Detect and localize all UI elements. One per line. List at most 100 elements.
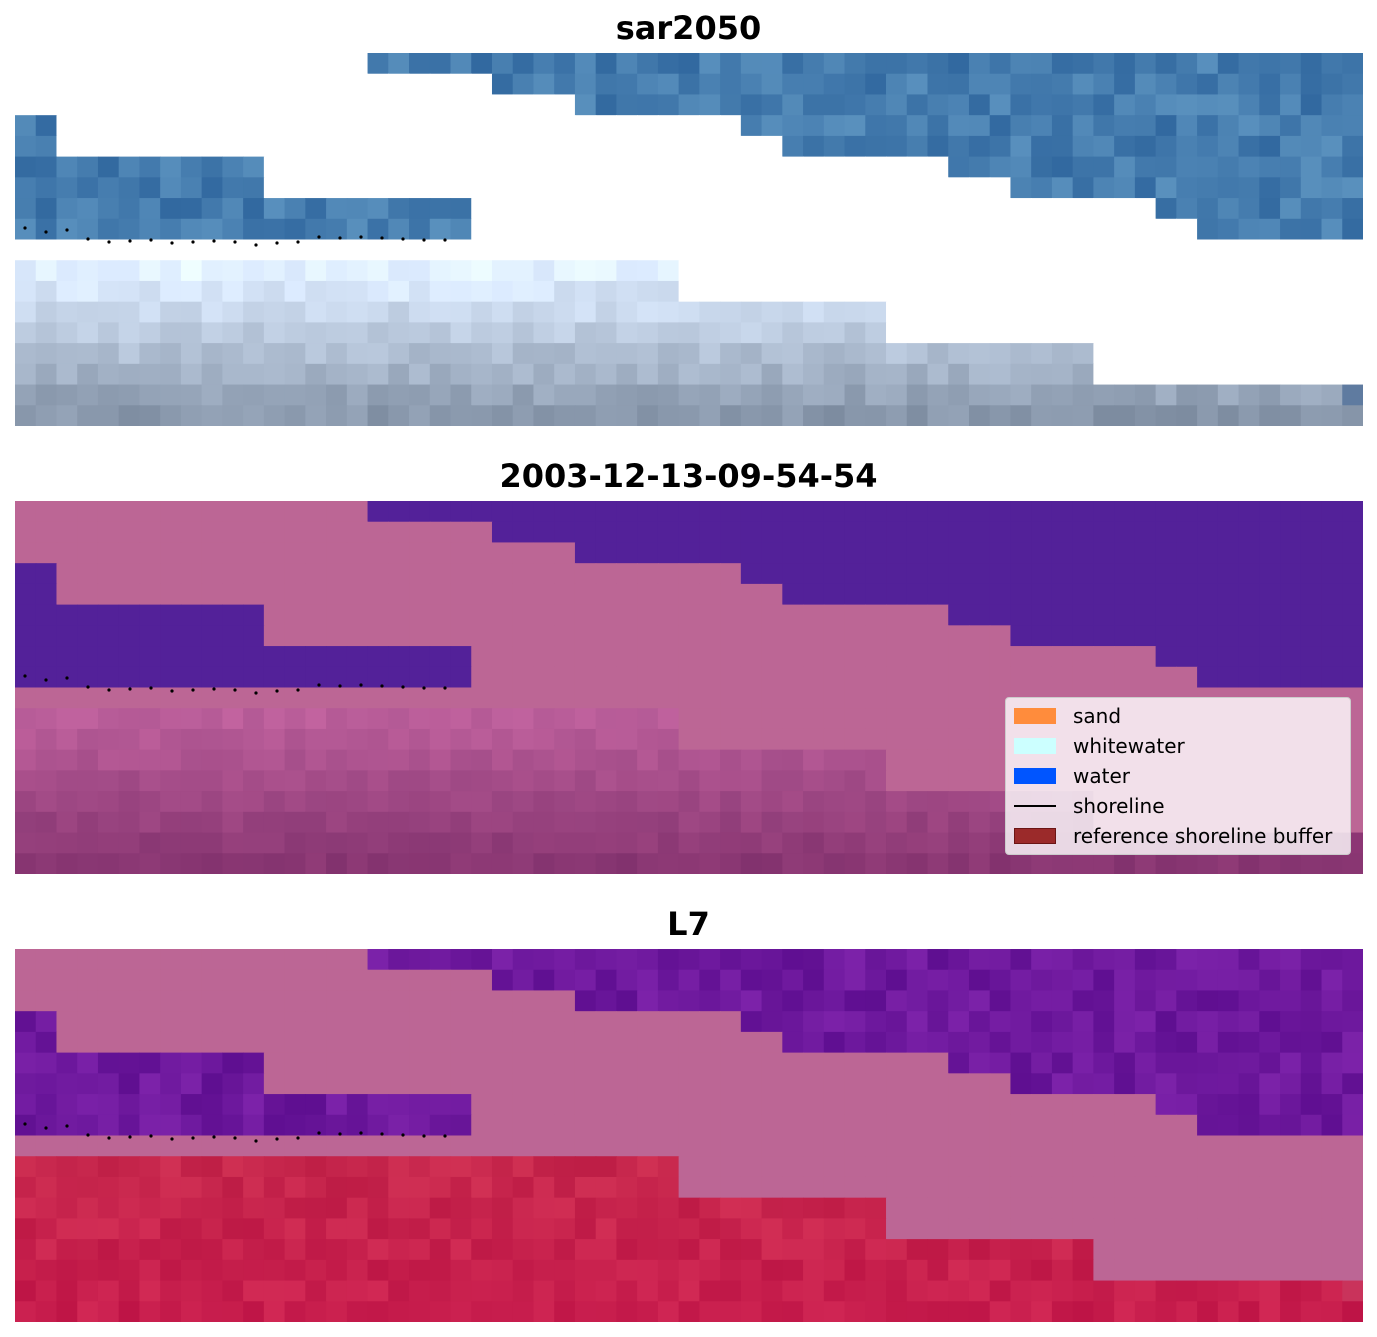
raster-cell [1051, 239, 1074, 261]
raster-cell [367, 1218, 389, 1240]
raster-cell [263, 1114, 286, 1137]
raster-cell [1238, 405, 1260, 426]
raster-cell [1072, 363, 1094, 386]
raster-cell [865, 666, 887, 689]
raster-cell [222, 1218, 244, 1240]
raster-cell [595, 1156, 618, 1178]
raster-cell [533, 1280, 555, 1302]
raster-cell [948, 363, 970, 386]
raster-cell [616, 198, 638, 220]
raster-cell [1176, 94, 1198, 116]
raster-cell [782, 156, 804, 178]
raster-cell [512, 239, 535, 261]
raster-cell [657, 280, 680, 303]
raster-cell [782, 1301, 804, 1322]
raster-cell [35, 1176, 58, 1199]
raster-cell [471, 1031, 493, 1054]
raster-cell [367, 156, 389, 178]
raster-cell [160, 832, 182, 854]
raster-cell [201, 1259, 223, 1282]
shoreline-point [317, 683, 321, 687]
raster-cell [1342, 218, 1363, 241]
raster-cell [160, 260, 182, 282]
raster-cell [1093, 343, 1115, 365]
raster-cell [844, 301, 866, 323]
raster-cell [720, 1197, 742, 1219]
raster-cell [533, 239, 555, 261]
raster-cell [844, 1259, 866, 1282]
shoreline-point [107, 688, 111, 692]
raster-cell [35, 1197, 58, 1219]
raster-cell [97, 384, 120, 406]
raster-cell [1321, 363, 1343, 386]
raster-cell [471, 135, 493, 158]
raster-cell [160, 239, 182, 261]
raster-cell [160, 94, 182, 116]
raster-cell [927, 969, 949, 992]
raster-cell [243, 156, 265, 178]
raster-cell [1031, 322, 1053, 344]
raster-cell [761, 563, 783, 585]
raster-cell [77, 1094, 99, 1116]
raster-cell [1134, 363, 1157, 386]
raster-cell [284, 1135, 306, 1157]
raster-cell [865, 1052, 887, 1074]
raster-cell [77, 1280, 99, 1302]
raster-cell [409, 322, 431, 344]
raster-cell [657, 1135, 680, 1157]
raster-cell [471, 405, 493, 426]
raster-cell [803, 728, 825, 751]
raster-cell [263, 501, 286, 523]
raster-cell [35, 501, 58, 523]
raster-cell [637, 646, 659, 668]
raster-cell [118, 501, 141, 523]
raster-cell [533, 791, 555, 813]
raster-cell [1321, 239, 1343, 261]
raster-cell [616, 1052, 638, 1074]
raster-cell [823, 990, 846, 1012]
raster-cell [243, 280, 265, 303]
raster-cell [1155, 1218, 1177, 1240]
raster-cell [1093, 115, 1115, 137]
raster-cell [927, 384, 949, 406]
raster-cell [657, 1176, 680, 1199]
raster-cell [1321, 563, 1343, 585]
raster-cell [989, 969, 1012, 992]
raster-cell [906, 156, 929, 178]
raster-cell [305, 343, 327, 365]
raster-cell [1238, 177, 1260, 199]
raster-cell [346, 1031, 369, 1054]
raster-cell [35, 73, 58, 96]
raster-cell [180, 563, 203, 585]
raster-cell [554, 949, 576, 971]
raster-cell [346, 1094, 369, 1116]
raster-cell [761, 949, 783, 971]
raster-cell [657, 1114, 680, 1137]
raster-cell [15, 990, 37, 1012]
raster-cell [263, 687, 286, 709]
raster-cell [97, 94, 120, 116]
raster-cell [77, 811, 99, 834]
raster-cell [139, 687, 161, 709]
raster-cell [222, 1176, 244, 1199]
raster-cell [595, 1114, 618, 1137]
raster-cell [720, 343, 742, 365]
raster-cell [512, 1197, 535, 1219]
raster-cell [97, 218, 120, 241]
raster-cell [616, 135, 638, 158]
raster-cell [1114, 1031, 1136, 1054]
raster-cell [886, 135, 908, 158]
raster-cell [678, 542, 700, 564]
raster-cell [388, 1052, 410, 1074]
raster-cell [1072, 853, 1094, 874]
raster-cell [118, 791, 141, 813]
raster-cell [326, 1052, 348, 1074]
raster-cell [595, 239, 618, 261]
raster-cell [512, 666, 535, 689]
raster-cell [906, 239, 929, 261]
raster-cell [574, 156, 597, 178]
raster-cell [595, 1259, 618, 1282]
shoreline-point [443, 1134, 447, 1138]
raster-cell [1321, 198, 1343, 220]
raster-cell [1300, 990, 1323, 1012]
